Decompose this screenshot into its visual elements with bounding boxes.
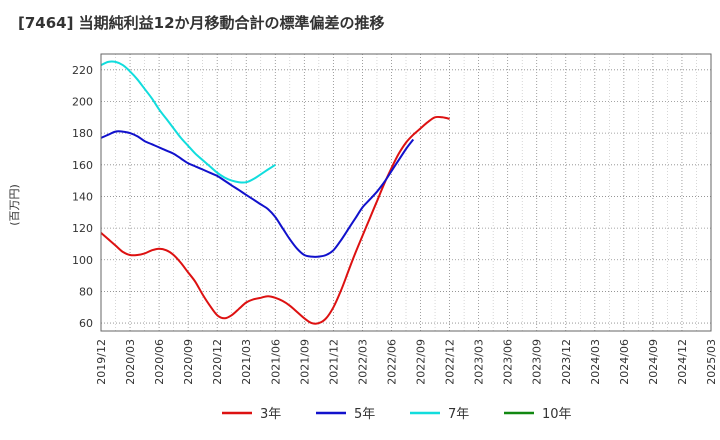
series-line-1 [100,130,415,258]
y-tick-label: 180 [72,127,93,140]
y-axis-label: (百万円) [8,184,21,226]
x-tick-label: 2021/03 [240,339,253,385]
x-tick-label: 2020/12 [211,339,224,385]
x-tick-label: 2020/09 [182,339,195,385]
x-tick-label: 2023/03 [473,339,486,385]
x-tick-label: 2022/12 [444,339,457,385]
series-lines [100,60,450,325]
x-tick-label: 2025/03 [705,339,718,385]
series-line-2 [100,60,276,184]
chart-title: [7464] 当期純利益12か月移動合計の標準偏差の推移 [18,14,385,32]
legend-label: 3年 [260,407,281,422]
series-line-0 [100,115,450,325]
legend-label: 7年 [448,407,469,422]
x-tick-label: 2022/03 [356,339,369,385]
x-tick-label: 2021/09 [298,339,311,385]
plot-frame [100,53,712,332]
x-tick-label: 2023/09 [531,339,544,385]
x-tick-label: 2024/03 [589,339,602,385]
y-tick-label: 80 [79,285,93,298]
x-tick-label: 2024/06 [618,339,631,385]
x-tick-label: 2022/09 [415,339,428,385]
y-tick-label: 60 [79,317,93,330]
x-tick-label: 2020/03 [124,339,137,385]
x-tick-label: 2022/06 [385,339,398,385]
x-tick-label: 2019/12 [95,339,108,385]
y-tick-label: 140 [72,190,93,203]
x-axis-ticks: 2019/12 2020/03 2020/06 2020/09 2020/12 2021/… [95,339,718,385]
legend-label: 10年 [542,407,572,422]
x-tick-label: 2023/06 [502,339,515,385]
y-tick-label: 220 [72,64,93,77]
x-tick-label: 2021/12 [327,339,340,385]
x-tick-label: 2024/09 [647,339,660,385]
x-tick-label: 2024/12 [676,339,689,385]
y-axis-ticks: 60 80 100 120 140 160 180 200 220 [72,64,93,330]
grid-lines [100,54,712,331]
x-tick-label: 2021/06 [269,339,282,385]
y-tick-label: 100 [72,254,93,267]
x-tick-label: 2023/12 [560,339,573,385]
legend: 3年 5年 7年 10年 [222,407,572,422]
y-tick-label: 160 [72,159,93,172]
x-tick-label: 2020/06 [153,339,166,385]
y-tick-label: 120 [72,222,93,235]
legend-label: 5年 [354,407,375,422]
y-tick-label: 200 [72,95,93,108]
